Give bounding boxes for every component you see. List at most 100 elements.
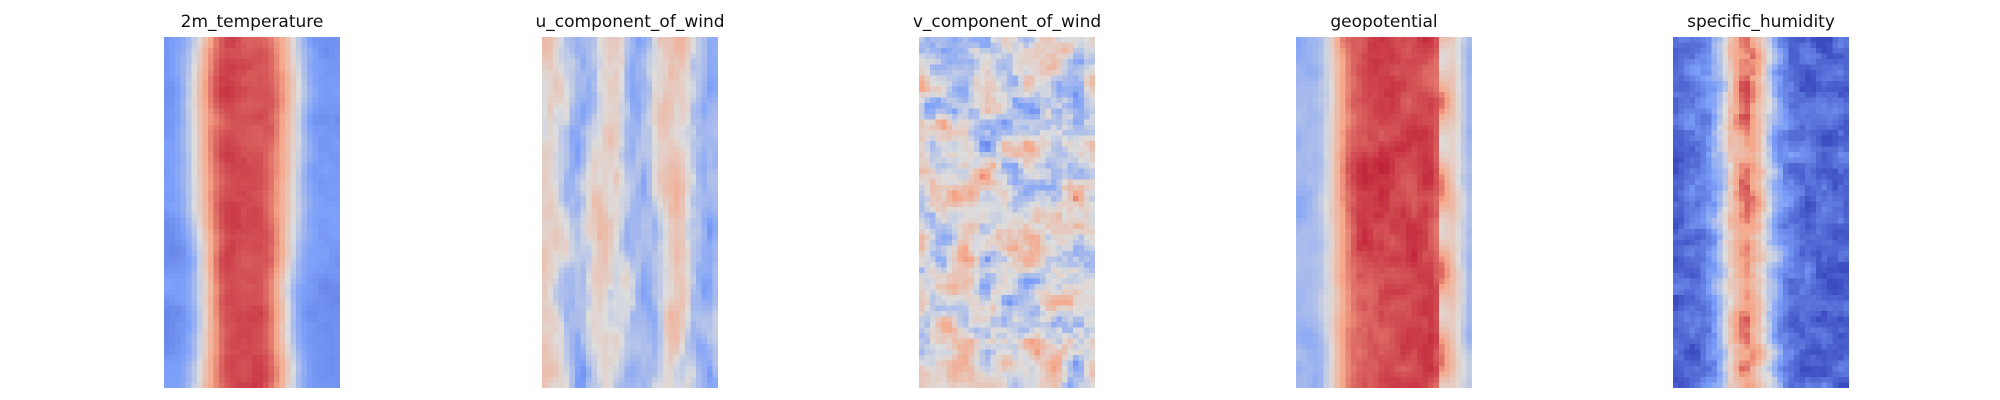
heatmap-cell [712, 234, 718, 241]
heatmap-cell [597, 58, 603, 65]
heatmap-cell [674, 217, 680, 224]
heatmap-cell [591, 382, 598, 388]
heatmap-cell [935, 64, 942, 71]
heatmap-cell [252, 377, 258, 383]
heatmap-cell [334, 53, 340, 60]
heatmap-cell [558, 168, 565, 175]
heatmap-cell [180, 108, 187, 115]
heatmap-cell [542, 217, 548, 224]
heatmap-cell [1029, 185, 1035, 191]
heatmap-cell [569, 168, 576, 175]
heatmap-cell [263, 256, 269, 263]
heatmap-cell [329, 141, 335, 147]
heatmap-cell [602, 217, 609, 224]
heatmap-cell [657, 47, 664, 54]
heatmap-cell [312, 157, 319, 164]
heatmap-cell [197, 146, 203, 153]
heatmap-cell [202, 135, 209, 142]
heatmap-cell [334, 179, 340, 186]
heatmap-cell [635, 333, 642, 339]
heatmap-cell [935, 113, 942, 120]
heatmap-cell [679, 377, 686, 383]
heatmap-cell [164, 349, 170, 356]
heatmap-cell [919, 179, 925, 186]
heatmap-cell [1084, 37, 1090, 43]
heatmap-cell [558, 157, 565, 164]
heatmap-cell [685, 53, 691, 60]
heatmap-cell [1045, 97, 1052, 104]
heatmap-cell [646, 377, 653, 383]
heatmap-cell [197, 119, 203, 126]
heatmap-cell [1001, 69, 1008, 76]
heatmap-cell [924, 53, 931, 60]
heatmap-cell [919, 119, 925, 126]
heatmap-cell [619, 146, 625, 153]
heatmap-cell [197, 152, 203, 158]
heatmap-cell [263, 333, 269, 339]
heatmap-cell [230, 152, 236, 158]
heatmap-cell [968, 91, 975, 98]
heatmap-cell [246, 377, 253, 383]
heatmap-cell [613, 80, 620, 87]
heatmap-cell [1007, 47, 1013, 54]
heatmap-cell [608, 201, 614, 208]
heatmap-cell [186, 360, 192, 367]
heatmap-cell [1012, 97, 1019, 104]
heatmap-cell [690, 327, 697, 334]
heatmap-cell [663, 168, 669, 175]
panel-2m-temperature: 2m_temperature [132, 0, 372, 400]
heatmap-cell [663, 250, 669, 257]
heatmap-cell [312, 316, 319, 323]
heatmap-cell [690, 344, 697, 350]
heatmap-cell [241, 86, 247, 93]
heatmap-cell [1018, 135, 1024, 142]
heatmap-cell [602, 316, 609, 323]
heatmap-cell [274, 163, 280, 169]
heatmap-cell [169, 300, 176, 307]
heatmap-cell [696, 289, 702, 296]
heatmap-cell [219, 300, 225, 307]
heatmap-cell [696, 272, 702, 279]
heatmap-cell [191, 305, 198, 312]
heatmap-cell [279, 322, 286, 328]
heatmap-cell [1007, 146, 1013, 153]
heatmap-cell [564, 327, 570, 334]
heatmap-cell [1056, 124, 1063, 131]
heatmap-cell [175, 316, 181, 323]
heatmap-cell [1029, 58, 1035, 65]
heatmap-cell [919, 146, 925, 153]
heatmap-cell [580, 146, 587, 153]
heatmap-cell [164, 163, 170, 169]
heatmap-cell [252, 91, 258, 98]
heatmap-cell [268, 278, 275, 285]
heatmap-cell [690, 377, 697, 383]
heatmap-cell [307, 355, 313, 361]
heatmap-cell [285, 97, 291, 104]
heatmap-cell [235, 355, 242, 361]
heatmap-cell [630, 344, 636, 350]
heatmap-cell [230, 86, 236, 93]
heatmap-cell [175, 212, 181, 219]
heatmap-cell [202, 283, 209, 290]
heatmap-cell [619, 119, 625, 126]
heatmap-cell [930, 58, 936, 65]
heatmap-cell [597, 53, 603, 60]
heatmap-cell [963, 146, 969, 153]
heatmap-cell [924, 91, 931, 98]
heatmap-cell [257, 327, 264, 334]
heatmap-cell [652, 141, 658, 147]
heatmap-cell [597, 261, 603, 268]
heatmap-cell [619, 360, 625, 367]
heatmap-cell [553, 289, 559, 296]
heatmap-cell [329, 75, 335, 82]
heatmap-cell [586, 163, 592, 169]
heatmap-cell [169, 130, 176, 137]
heatmap-cell [663, 316, 669, 323]
heatmap-cell [318, 130, 324, 137]
heatmap-cell [1007, 97, 1013, 104]
heatmap-cell [268, 86, 275, 93]
heatmap-cell [646, 130, 653, 137]
heatmap-cell [580, 185, 587, 191]
heatmap-cell [668, 190, 675, 197]
heatmap-cell [657, 207, 664, 213]
